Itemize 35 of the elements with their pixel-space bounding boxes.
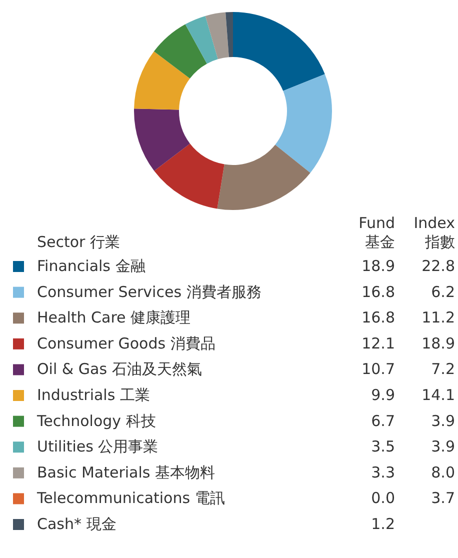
data-label: 10.7 [362, 360, 395, 378]
data-label: 16.8 [362, 308, 395, 327]
data-label: 7.2 [431, 360, 455, 378]
legend-label: Technology 科技 [36, 412, 156, 430]
legend-label: Consumer Goods 消費品 [37, 334, 216, 352]
legend-title: Sector 行業 [37, 233, 120, 251]
data-label: 3.7 [431, 489, 455, 508]
legend-label: Financials 金融 [37, 257, 146, 275]
legend-label: Oil & Gas 石油及天然氣 [37, 360, 202, 378]
data-label: 18.9 [362, 257, 395, 275]
legend-label: Utilities 公用事業 [37, 438, 158, 456]
data-label: 3.9 [431, 412, 455, 430]
data-label: 6.7 [371, 412, 395, 430]
slice-label: Fund 基金 [358, 214, 395, 251]
legend-label: Telecommunications 電訊 [36, 489, 225, 508]
legend-label: Cash* 現金 [37, 515, 116, 533]
data-label: 9.9 [371, 386, 395, 404]
data-label: 22.8 [422, 257, 455, 275]
data-label: 16.8 [362, 282, 395, 301]
data-label: 3.5 [371, 438, 395, 456]
data-label: 3.9 [431, 438, 455, 456]
legend-label: Basic Materials 基本物料 [37, 463, 216, 482]
data-label: 8.0 [431, 463, 455, 482]
legend-label: Consumer Services 消費者服務 [37, 282, 262, 301]
data-label: 3.3 [371, 463, 395, 482]
data-label: 6.2 [431, 282, 455, 301]
legend-label: Industrials 工業 [37, 386, 150, 404]
text: 0.0 [371, 489, 395, 508]
data-label: 11.2 [422, 308, 455, 327]
data-label: 1.2 [371, 515, 395, 533]
data-label: 12.1 [362, 334, 395, 352]
legend-label: Health Care 健康護理 [37, 308, 191, 327]
data-label: 14.1 [422, 386, 455, 404]
text: Index 指數 [414, 214, 456, 251]
data-label: 18.9 [422, 334, 455, 352]
